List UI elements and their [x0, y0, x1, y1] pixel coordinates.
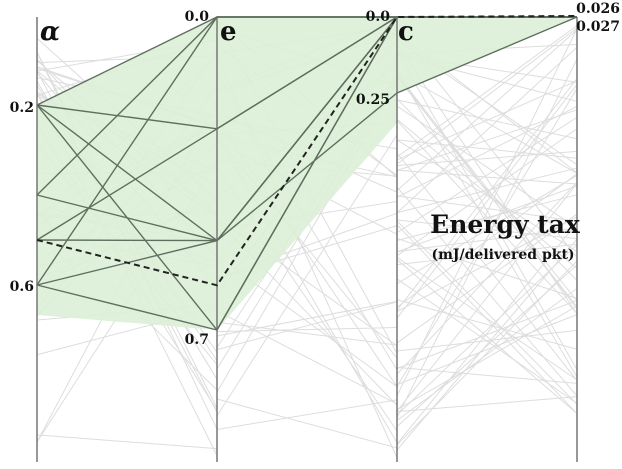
- background-line: [396, 109, 578, 172]
- background-line: [396, 80, 578, 161]
- background-line: [396, 173, 578, 308]
- background-line: [396, 105, 578, 229]
- background-line: [396, 51, 578, 371]
- background-line: [396, 396, 578, 413]
- background-line: [396, 169, 578, 185]
- energy-tax-title: Energy tax: [430, 210, 581, 239]
- background-line: [396, 366, 578, 384]
- background-line: [216, 301, 398, 351]
- background-line: [396, 244, 578, 416]
- background-line: [396, 227, 578, 253]
- energy-tax-unit: (mJ/delivered pkt): [431, 247, 574, 263]
- background-line: [396, 116, 578, 234]
- highlighted-line: [36, 16, 578, 242]
- tick-alpha-0-6: 0.6: [10, 279, 34, 295]
- background-line: [396, 27, 578, 165]
- tick-energy-0-027: 0.027: [576, 19, 620, 35]
- background-line: [396, 25, 578, 158]
- background-line: [396, 58, 578, 418]
- tick-e-0-7: 0.7: [185, 332, 209, 348]
- axis-title-alpha: α: [40, 17, 60, 47]
- axis-title-e: e: [220, 17, 237, 47]
- background-line: [396, 98, 578, 281]
- background-line: [396, 186, 578, 397]
- background-line: [396, 84, 578, 319]
- background-line: [396, 314, 578, 386]
- background-line: [396, 243, 578, 266]
- best-line: [36, 15, 578, 287]
- tick-energy-0-026: 0.026: [576, 1, 620, 17]
- background-line: [396, 237, 578, 299]
- background-line: [216, 326, 398, 333]
- tick-c-0-25: 0.25: [356, 92, 390, 108]
- background-line: [216, 310, 398, 405]
- background-line: [216, 398, 398, 449]
- background-line: [396, 278, 578, 404]
- background-line: [396, 28, 578, 396]
- background-line: [396, 167, 578, 214]
- highlighted-line: [36, 16, 577, 331]
- background-line: [216, 300, 398, 337]
- background-line: [396, 152, 578, 381]
- background-line: [396, 181, 578, 375]
- background-line: [396, 29, 578, 191]
- background-line: [216, 399, 398, 430]
- best-dashed-line: [36, 15, 578, 287]
- background-line: [396, 195, 578, 222]
- background-line: [36, 434, 218, 450]
- background-line: [396, 71, 578, 174]
- axis-title-c: c: [398, 17, 414, 47]
- background-line: [396, 139, 578, 159]
- background-line: [396, 46, 578, 214]
- background-line: [396, 299, 578, 350]
- background-line: [396, 220, 578, 405]
- background-line: [216, 134, 398, 417]
- background-line: [396, 288, 578, 421]
- background-line: [396, 99, 578, 140]
- tick-e-0-0: 0.0: [185, 9, 210, 25]
- background-line: [396, 120, 578, 314]
- highlighted-lines: [36, 16, 578, 332]
- background-line: [396, 75, 578, 302]
- tick-c-0-0: 0.0: [366, 9, 391, 25]
- tick-alpha-0-2: 0.2: [10, 100, 34, 116]
- background-line: [396, 139, 578, 252]
- background-line: [396, 150, 578, 166]
- background-line: [396, 118, 578, 269]
- background-line: [396, 105, 578, 198]
- background-line: [396, 76, 578, 308]
- background-line: [396, 260, 578, 446]
- background-line: [396, 299, 578, 370]
- background-line: [396, 185, 578, 253]
- background-line: [396, 222, 578, 445]
- background-line: [396, 305, 578, 411]
